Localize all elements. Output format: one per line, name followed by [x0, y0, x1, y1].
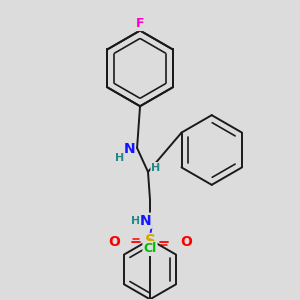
Text: N: N: [140, 214, 152, 228]
Text: H: H: [131, 216, 141, 226]
Text: H: H: [151, 163, 160, 173]
Text: N: N: [123, 142, 135, 156]
Text: Cl: Cl: [143, 242, 157, 255]
Text: H: H: [115, 153, 124, 163]
Text: F: F: [136, 17, 144, 30]
Text: O: O: [180, 235, 192, 249]
Text: O: O: [108, 235, 120, 249]
Text: S: S: [145, 234, 155, 249]
